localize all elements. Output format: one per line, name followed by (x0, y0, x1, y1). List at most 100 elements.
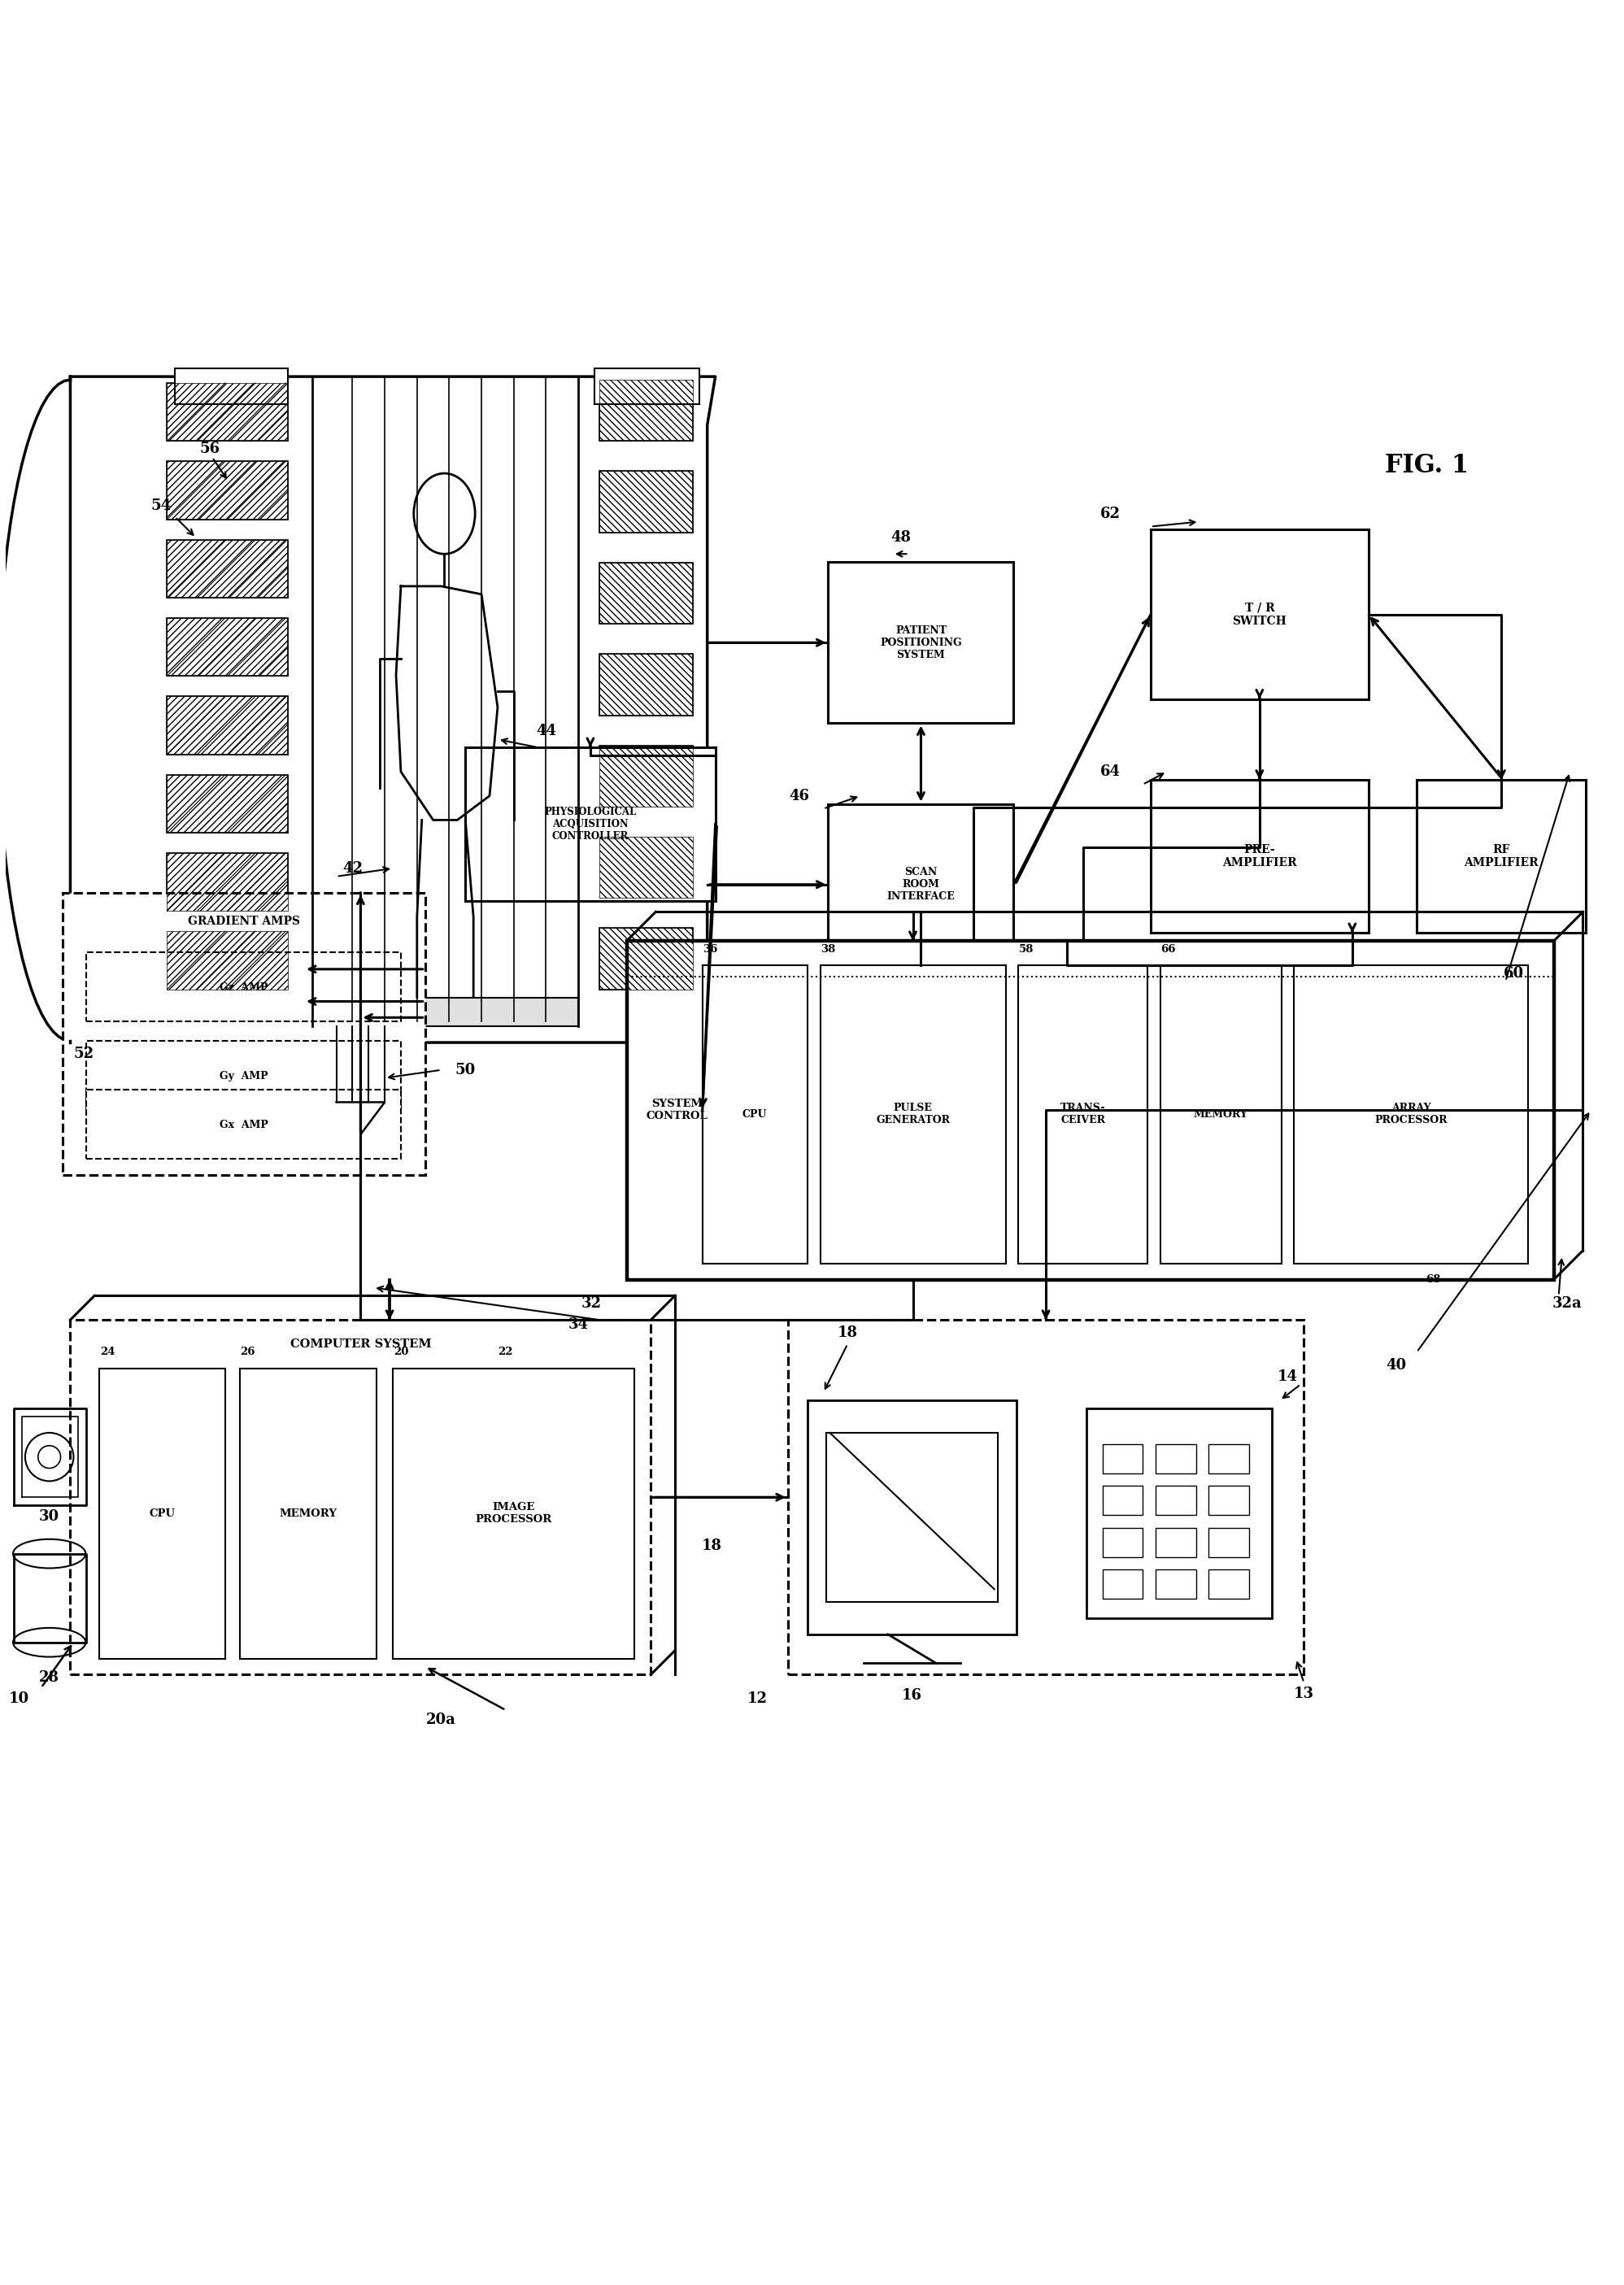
FancyBboxPatch shape (62, 893, 425, 1174)
Text: RF
AMPLIFIER: RF AMPLIFIER (1465, 843, 1538, 868)
Text: 66: 66 (1161, 944, 1176, 955)
Text: 10: 10 (8, 1691, 29, 1707)
Text: 20a: 20a (425, 1711, 456, 1727)
Text: 38: 38 (820, 944, 836, 955)
Text: 64: 64 (1099, 763, 1121, 779)
Text: 60: 60 (1504, 967, 1523, 980)
FancyBboxPatch shape (1103, 1485, 1143, 1515)
Text: 40: 40 (1385, 1357, 1406, 1373)
FancyBboxPatch shape (1416, 779, 1587, 932)
FancyBboxPatch shape (167, 697, 287, 754)
FancyBboxPatch shape (599, 745, 693, 807)
FancyBboxPatch shape (70, 1321, 651, 1675)
FancyBboxPatch shape (1156, 1570, 1195, 1600)
Text: 48: 48 (890, 530, 911, 546)
FancyBboxPatch shape (828, 804, 1013, 964)
FancyBboxPatch shape (599, 471, 693, 532)
Text: 18: 18 (702, 1538, 723, 1554)
Text: TRANS-
CEIVER: TRANS- CEIVER (1060, 1104, 1106, 1127)
FancyBboxPatch shape (599, 928, 693, 989)
FancyBboxPatch shape (1018, 964, 1148, 1264)
FancyBboxPatch shape (599, 836, 693, 898)
Text: 22: 22 (499, 1346, 513, 1357)
FancyBboxPatch shape (86, 1090, 401, 1158)
Text: 44: 44 (536, 724, 555, 738)
Text: 20: 20 (393, 1346, 408, 1357)
FancyBboxPatch shape (167, 462, 287, 519)
FancyBboxPatch shape (86, 1042, 401, 1111)
FancyBboxPatch shape (788, 1321, 1304, 1675)
Text: Gy  AMP: Gy AMP (219, 1072, 268, 1081)
Text: IMAGE
PROCESSOR: IMAGE PROCESSOR (476, 1501, 552, 1524)
Text: 26: 26 (240, 1346, 255, 1357)
FancyBboxPatch shape (1161, 964, 1281, 1264)
FancyBboxPatch shape (175, 368, 287, 404)
FancyBboxPatch shape (167, 539, 287, 599)
Text: PULSE
GENERATOR: PULSE GENERATOR (875, 1104, 950, 1127)
FancyBboxPatch shape (627, 941, 1554, 1280)
FancyBboxPatch shape (1208, 1485, 1249, 1515)
FancyBboxPatch shape (167, 932, 287, 989)
FancyBboxPatch shape (828, 562, 1013, 724)
FancyBboxPatch shape (827, 1433, 997, 1602)
Text: 52: 52 (73, 1047, 94, 1060)
FancyBboxPatch shape (1151, 530, 1369, 699)
Text: 12: 12 (747, 1691, 768, 1707)
FancyBboxPatch shape (1208, 1444, 1249, 1474)
Text: 18: 18 (838, 1325, 857, 1339)
FancyBboxPatch shape (99, 1369, 226, 1659)
FancyBboxPatch shape (1103, 1570, 1143, 1600)
FancyBboxPatch shape (240, 1369, 377, 1659)
Text: 24: 24 (99, 1346, 115, 1357)
Text: 58: 58 (1020, 944, 1034, 955)
FancyBboxPatch shape (1294, 964, 1528, 1264)
FancyBboxPatch shape (1156, 1485, 1195, 1515)
Text: PRE-
AMPLIFIER: PRE- AMPLIFIER (1223, 843, 1298, 868)
FancyBboxPatch shape (393, 1369, 635, 1659)
Text: 50: 50 (455, 1063, 476, 1076)
FancyBboxPatch shape (1103, 1444, 1143, 1474)
FancyBboxPatch shape (1103, 1529, 1143, 1556)
Text: 42: 42 (343, 861, 362, 875)
Text: 28: 28 (39, 1670, 60, 1684)
Text: SYSTEM
CONTROL: SYSTEM CONTROL (646, 1099, 708, 1122)
FancyBboxPatch shape (599, 654, 693, 715)
Text: 34: 34 (568, 1318, 588, 1332)
Text: SCAN
ROOM
INTERFACE: SCAN ROOM INTERFACE (887, 866, 955, 903)
FancyBboxPatch shape (167, 852, 287, 912)
Text: MEMORY: MEMORY (1194, 1108, 1249, 1120)
Text: MEMORY: MEMORY (279, 1508, 338, 1520)
Text: GRADIENT AMPS: GRADIENT AMPS (187, 916, 300, 928)
Text: 54: 54 (151, 498, 172, 512)
Text: 32a: 32a (1553, 1296, 1582, 1312)
Text: 16: 16 (901, 1689, 922, 1702)
FancyBboxPatch shape (1156, 1444, 1195, 1474)
Text: 13: 13 (1294, 1686, 1314, 1702)
Text: 46: 46 (789, 788, 809, 802)
Text: PHYSIOLOGICAL
ACQUISITION
CONTROLLER: PHYSIOLOGICAL ACQUISITION CONTROLLER (544, 807, 637, 841)
Text: PATIENT
POSITIONING
SYSTEM: PATIENT POSITIONING SYSTEM (880, 626, 961, 660)
Text: CPU: CPU (149, 1508, 175, 1520)
Text: Gz  AMP: Gz AMP (219, 983, 268, 994)
Text: 14: 14 (1278, 1369, 1298, 1385)
Text: FIG. 1: FIG. 1 (1385, 452, 1468, 478)
FancyBboxPatch shape (703, 964, 807, 1264)
Text: Gx  AMP: Gx AMP (219, 1120, 268, 1131)
FancyBboxPatch shape (820, 964, 1005, 1264)
FancyBboxPatch shape (1208, 1529, 1249, 1556)
FancyBboxPatch shape (312, 996, 578, 1026)
Text: ARRAY
PROCESSOR: ARRAY PROCESSOR (1376, 1104, 1447, 1127)
FancyBboxPatch shape (1208, 1570, 1249, 1600)
FancyBboxPatch shape (466, 747, 715, 900)
Text: 56: 56 (200, 441, 219, 457)
Text: 62: 62 (1099, 507, 1121, 521)
FancyBboxPatch shape (807, 1401, 1017, 1634)
FancyBboxPatch shape (167, 775, 287, 832)
Text: COMPUTER SYSTEM: COMPUTER SYSTEM (291, 1339, 430, 1350)
Text: T / R
SWITCH: T / R SWITCH (1233, 603, 1286, 626)
FancyBboxPatch shape (167, 384, 287, 441)
FancyBboxPatch shape (86, 953, 401, 1021)
Text: CPU: CPU (742, 1108, 767, 1120)
FancyBboxPatch shape (599, 379, 693, 441)
FancyBboxPatch shape (167, 617, 287, 676)
